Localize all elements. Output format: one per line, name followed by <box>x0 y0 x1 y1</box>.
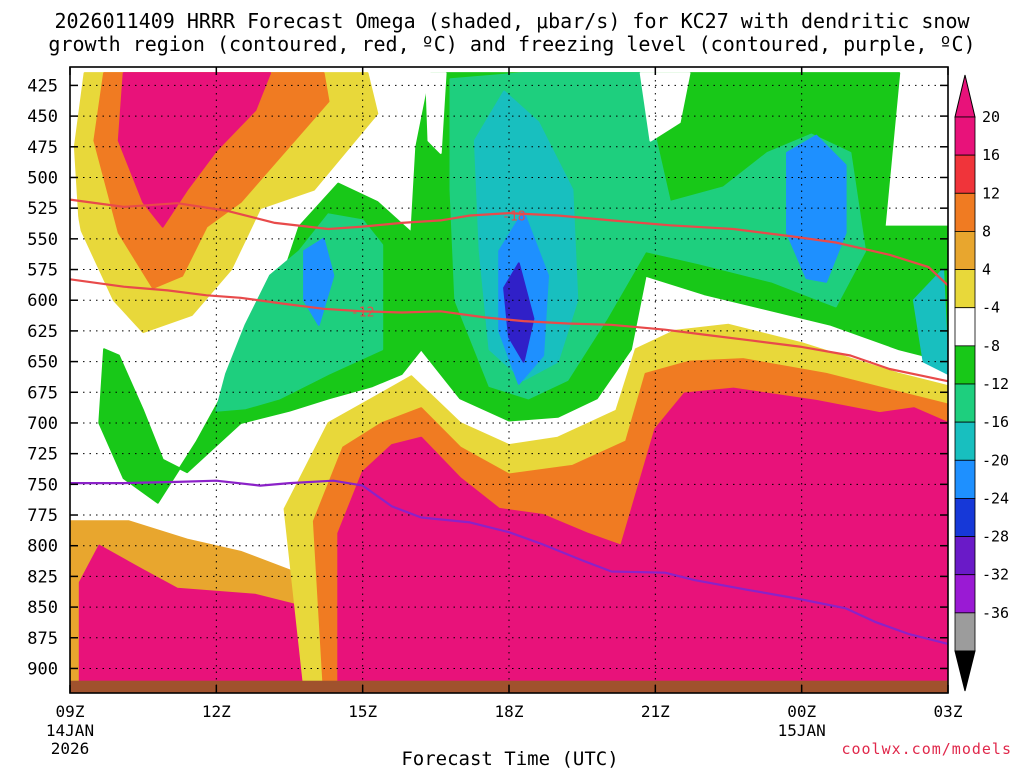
colorbar-arrow-bottom <box>954 650 976 692</box>
colorbar-swatch <box>954 536 976 576</box>
colorbar-swatch <box>954 459 976 499</box>
colorbar-swatch <box>954 383 976 423</box>
colorbar-label: 20 <box>982 108 1000 126</box>
colorbar-label: -20 <box>982 451 1009 469</box>
colorbar-label: -12 <box>982 375 1009 393</box>
x-date-label: 14JAN <box>46 721 94 740</box>
colorbar-swatch <box>954 574 976 614</box>
contour-label-dgz-minus12: -12 <box>351 305 374 320</box>
x-tick-label: 21Z <box>641 702 670 721</box>
x-date-label: 15JAN <box>778 721 826 740</box>
y-tick-label: 725 <box>27 445 58 465</box>
x-tick-label: 03Z <box>934 702 963 721</box>
colorbar-label: 8 <box>982 222 991 240</box>
y-tick-label: 425 <box>27 76 58 96</box>
omega-region-white-right <box>639 72 691 142</box>
y-tick-label: 750 <box>27 475 58 495</box>
y-tick-label: 475 <box>27 138 58 158</box>
y-tick-label: 825 <box>27 567 58 587</box>
colorbar-label: -32 <box>982 566 1009 584</box>
omega-region-lower-main-core <box>337 387 948 688</box>
omega-region-neg-core2 <box>503 262 535 363</box>
x-tick-label: 00Z <box>787 702 816 721</box>
colorbar-swatch <box>954 192 976 232</box>
colorbar-swatch <box>954 269 976 309</box>
y-tick-label: 900 <box>27 659 58 679</box>
omega-region-neg-blob-small <box>303 237 335 326</box>
y-tick-label: 550 <box>27 230 58 250</box>
x-year-label: 2026 <box>51 739 90 758</box>
chart-title-line2: growth region (contoured, red, ºC) and f… <box>48 32 976 56</box>
colorbar-label: -8 <box>982 337 1000 355</box>
y-tick-label: 500 <box>27 168 58 188</box>
site-credit: coolwx.com/models <box>841 740 1012 758</box>
omega-shading-layer <box>70 72 948 693</box>
colorbar-swatch <box>954 154 976 194</box>
x-tick-label: 09Z <box>56 702 85 721</box>
colorbar-swatch <box>954 612 976 652</box>
colorbar-swatch <box>954 307 976 347</box>
contour-layer: -18 -12 <box>70 198 948 646</box>
omega-region-white-dry <box>425 72 447 154</box>
omega-region-neg-right-d <box>912 268 948 375</box>
y-tick-label: 575 <box>27 261 58 281</box>
y-tick-label: 525 <box>27 199 58 219</box>
contour-freezing-level <box>70 479 948 646</box>
colorbar: 20 16 12 8 4 -4 -8 -12 -16 -20 -24 -28 -32 -36 <box>954 74 1009 692</box>
colorbar-label: -16 <box>982 413 1009 431</box>
colorbar-label: -24 <box>982 489 1009 507</box>
colorbar-swatch <box>954 345 976 385</box>
contour-label-dgz-minus18: -18 <box>502 210 525 225</box>
colorbar-label: -4 <box>982 299 1000 317</box>
y-tick-label: 650 <box>27 353 58 373</box>
y-tick-label: 600 <box>27 291 58 311</box>
y-tick-label: 800 <box>27 537 58 557</box>
omega-region-neg-mid-inner <box>215 213 384 412</box>
y-axis: 425 450 475 500 525 550 575 600 625 650 675 700 725 7… <box>27 76 948 679</box>
y-tick-label: 875 <box>27 629 58 649</box>
x-axis-label: Forecast Time (UTC) <box>401 748 618 768</box>
y-tick-label: 850 <box>27 598 58 618</box>
colorbar-arrow-top <box>954 74 976 118</box>
x-tick-label: 15Z <box>348 702 377 721</box>
y-tick-label: 675 <box>27 383 58 403</box>
y-tick-label: 450 <box>27 107 58 127</box>
colorbar-label: 4 <box>982 261 991 279</box>
y-tick-label: 775 <box>27 506 58 526</box>
chart-title-line1: 2026011409 HRRR Forecast Omega (shaded, … <box>54 9 970 33</box>
colorbar-swatch <box>954 498 976 537</box>
y-tick-label: 625 <box>27 322 58 342</box>
x-tick-label: 12Z <box>202 702 231 721</box>
colorbar-label: 16 <box>982 146 1000 164</box>
colorbar-label: -28 <box>982 528 1009 546</box>
y-tick-label: 700 <box>27 414 58 434</box>
omega-region-white-left <box>70 72 96 363</box>
colorbar-swatch <box>954 116 976 156</box>
contour-dgz-minus18 <box>70 198 948 287</box>
contour-dgz-minus12 <box>70 278 948 383</box>
grid-layer <box>70 67 948 693</box>
colorbar-swatch <box>954 231 976 270</box>
colorbar-label: -36 <box>982 604 1009 622</box>
x-tick-label: 18Z <box>495 702 524 721</box>
colorbar-label: 12 <box>982 184 1000 202</box>
colorbar-swatch <box>954 421 976 461</box>
